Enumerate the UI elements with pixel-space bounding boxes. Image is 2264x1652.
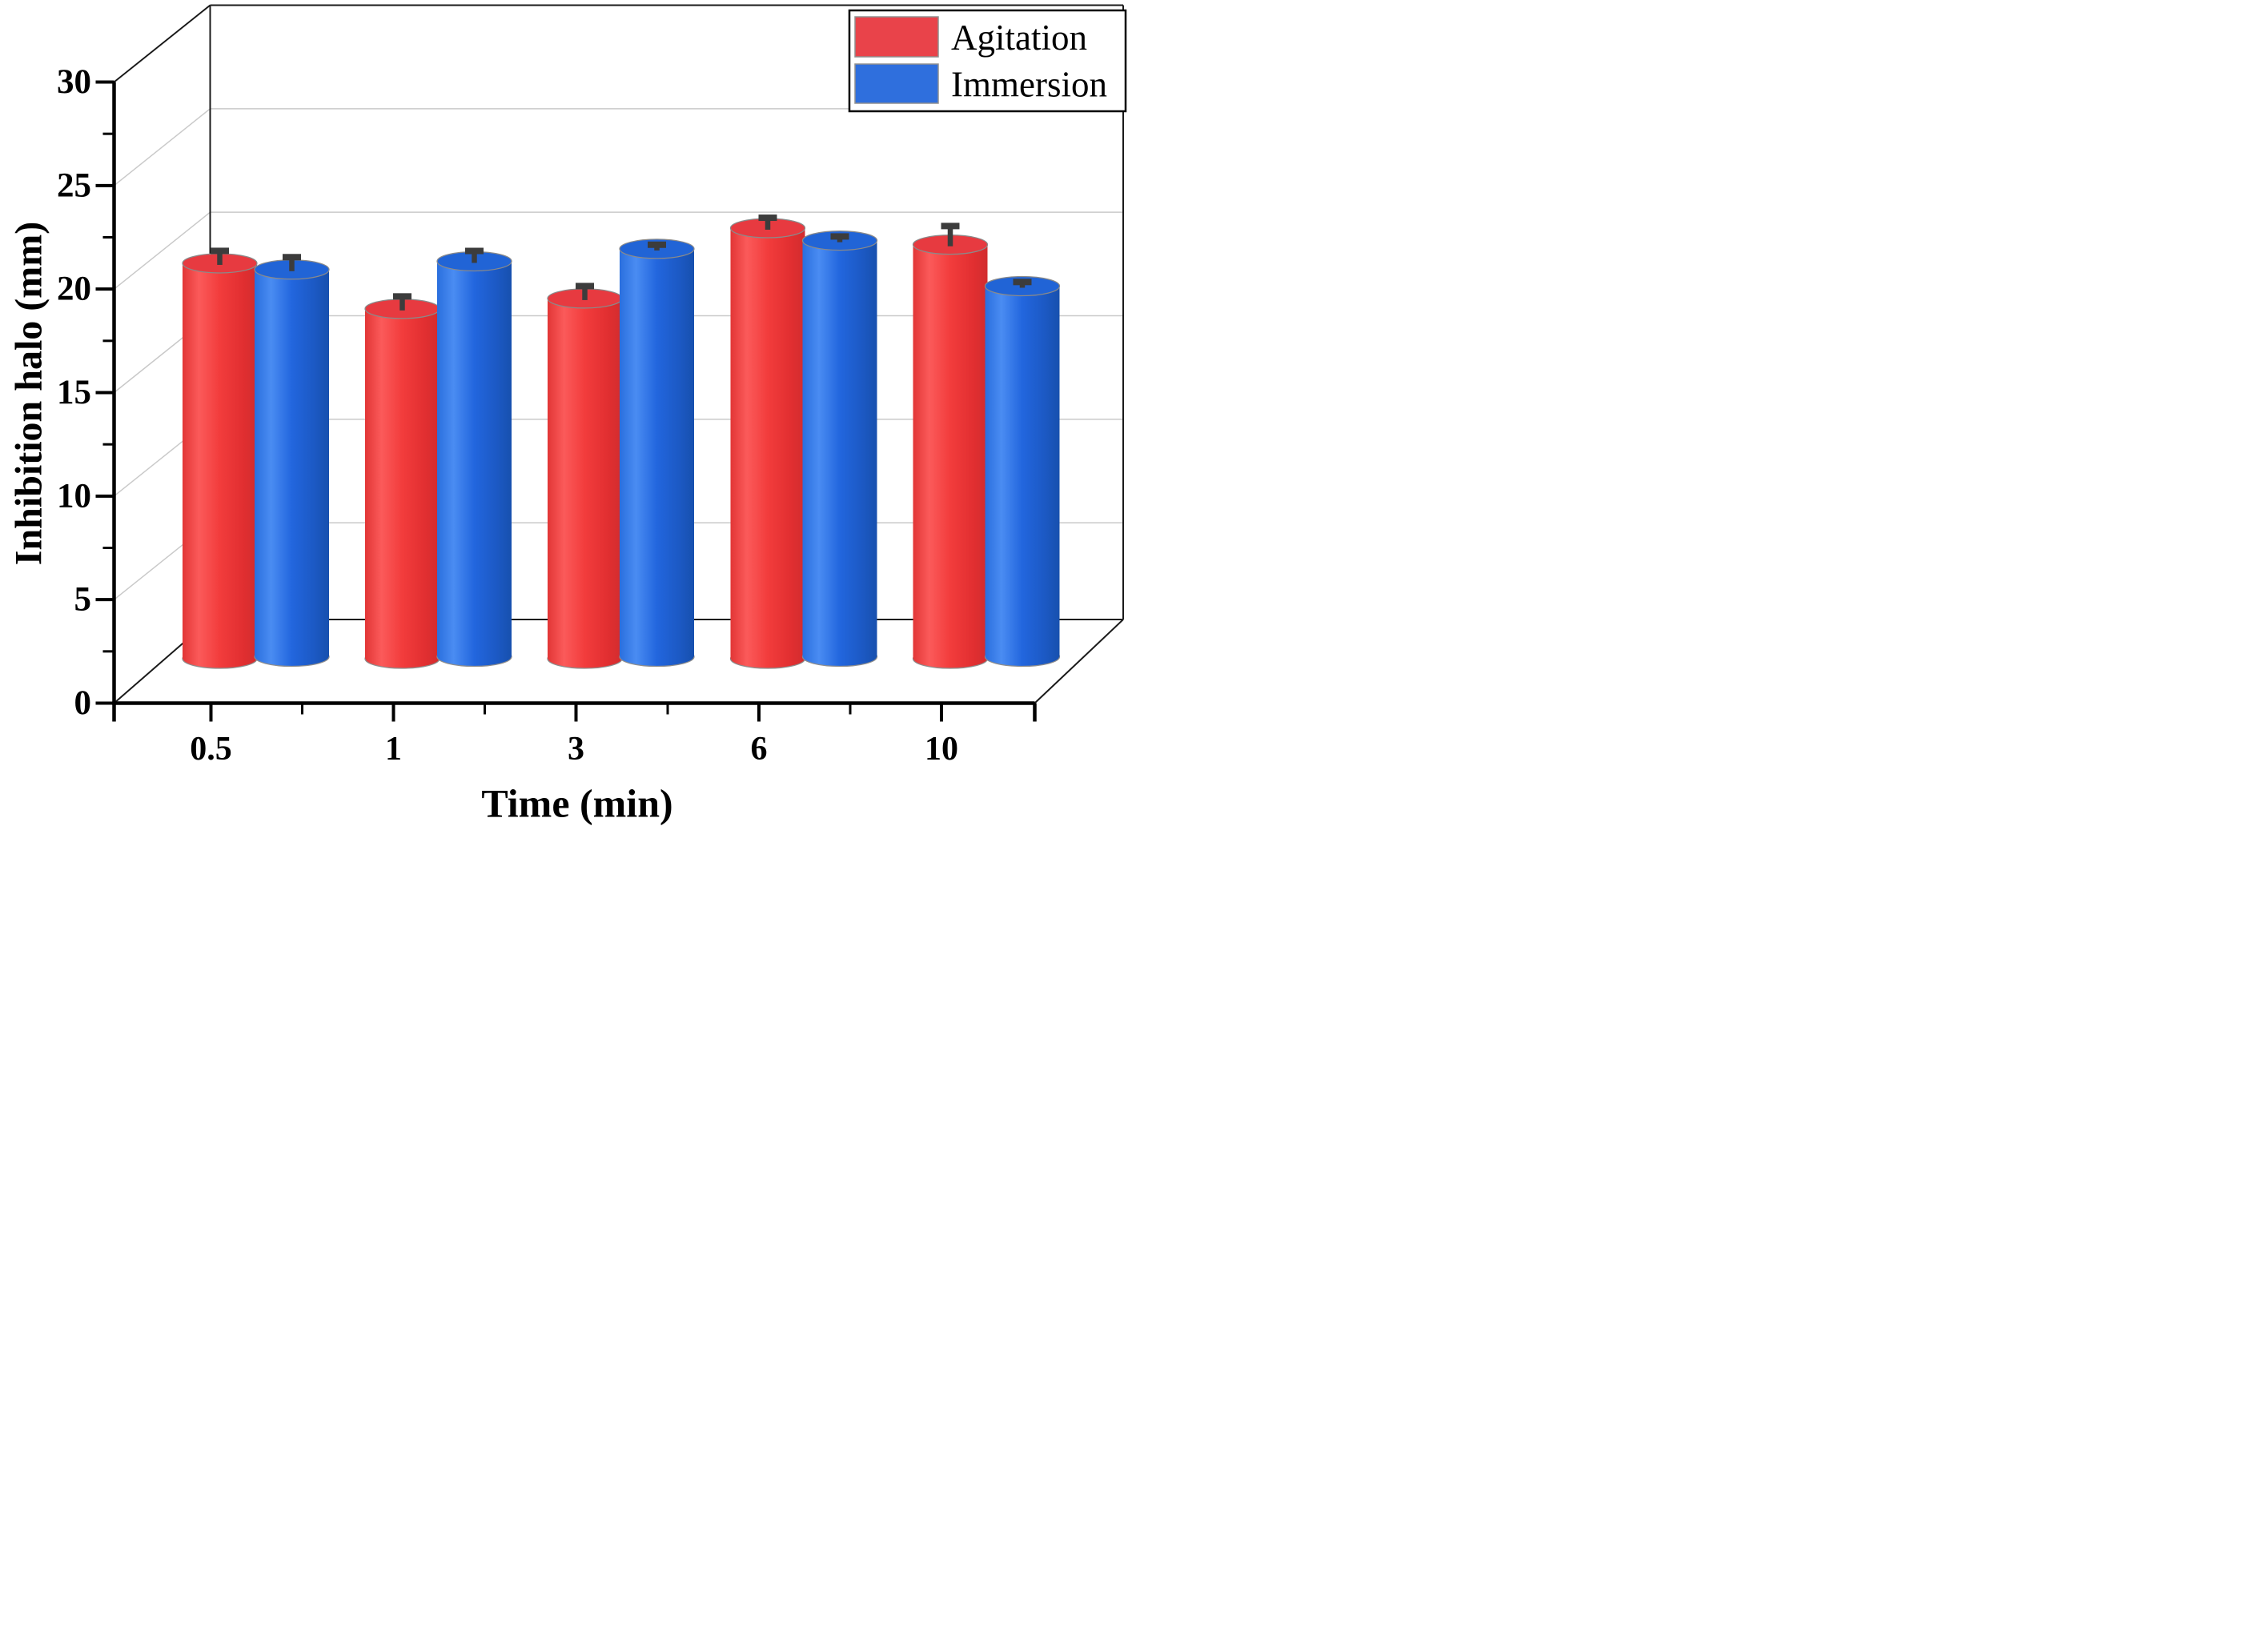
cylinder-body [913,244,988,659]
bar-immersion-0.5 [254,254,330,668]
legend-swatch-immersion [854,63,939,104]
cylinder-body [255,269,329,657]
error-bar-cap [941,223,960,230]
y-axis-title: Inhibition halo (mm) [8,222,50,565]
floor-right-edge [1034,619,1124,704]
cylinder-body [985,286,1060,657]
x-tick-label-0.5: 0.5 [190,731,232,768]
y-tick-label-10: 10 [57,477,91,515]
error-bar-cap [576,283,594,290]
cylinder-body [365,308,440,659]
y-tick-label-20: 20 [57,271,91,308]
error-bar-cap [283,254,301,261]
x-tick-label-3: 3 [568,731,584,768]
bar-immersion-10 [984,275,1061,668]
y-tick-label-5: 5 [74,581,92,619]
bar-immersion-1 [436,247,512,668]
chart-canvas: 0 5 10 15 20 25 30 0.5 1 3 6 10 Inhibition halo (mm… [8,4,1127,826]
cylinder-body [620,248,694,657]
y-tick-label-25: 25 [57,166,91,204]
x-tick-label-1: 1 [385,731,402,768]
y-tick-label-30: 30 [57,63,91,101]
wall-top-left-edge [113,4,211,83]
cylinder-body [437,261,512,657]
error-bar-cap [211,247,229,255]
error-bar-cap [393,293,411,300]
error-bar-cap [648,241,666,248]
y-tick-label-15: 15 [57,374,91,411]
bar-agitation-1 [364,293,440,669]
x-tick-label-10: 10 [925,731,958,768]
legend: Agitation Immersion [848,9,1127,113]
bar-agitation-6 [729,215,806,669]
error-bar-cap [1013,279,1032,286]
cylinder-body [730,227,805,659]
cylinder-body [802,240,877,657]
legend-label-immersion: Immersion [951,65,1107,105]
cylinder-body [548,298,622,659]
bar-agitation-3 [547,283,623,669]
bar-agitation-10 [912,223,989,669]
bar-immersion-6 [801,230,878,668]
x-axis-title: Time (min) [481,781,672,826]
legend-swatch-agitation [854,16,939,58]
gridline-y25 [114,108,1123,186]
x-tick-label-6: 6 [751,731,768,768]
legend-label-agitation: Agitation [951,18,1087,58]
cylinder-body [183,263,257,659]
error-bar-cap [465,247,484,255]
error-bar-cap [758,215,777,222]
bar-immersion-3 [619,239,695,668]
inhibition-halo-chart: 0 5 10 15 20 25 30 0.5 1 3 6 10 Inhibition halo (mm… [0,0,1132,826]
y-tick-label-0: 0 [74,684,92,722]
axes: 0 5 10 15 20 25 30 0.5 1 3 6 10 [57,63,1037,768]
error-bar-cap [830,233,849,240]
bar-agitation-0.5 [182,247,258,669]
plot-area: 0 5 10 15 20 25 30 0.5 1 3 6 10 [57,4,1124,768]
bars-group [182,215,1061,669]
